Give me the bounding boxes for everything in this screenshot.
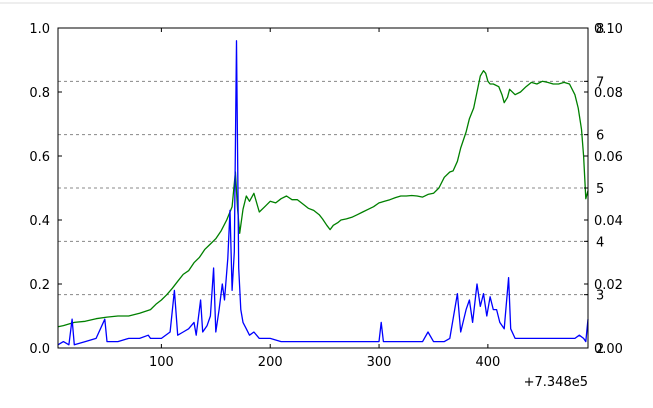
y-tick-label-right-2: 0.10 (594, 22, 623, 37)
y-tick-label-left: 0.6 (29, 150, 50, 165)
y-tick-label-right-1: 5 (596, 182, 604, 197)
x-offset-label: +7.348e5 (524, 375, 588, 390)
y-tick-label-right-1: 4 (596, 235, 604, 250)
y-tick-label-right-2: 0.04 (594, 214, 623, 229)
y-tick-label-right-1: 8 (596, 22, 604, 37)
series-line-1 (57, 70, 589, 328)
series-layer (57, 40, 589, 346)
y-tick-label-left: 0.0 (29, 342, 50, 357)
series-line-2 (57, 40, 589, 346)
x-tick-label: 400 (475, 355, 500, 370)
y-tick-label-right-2: 0.06 (594, 150, 623, 165)
y-tick-label-left: 1.0 (29, 22, 50, 37)
x-tick-label: 100 (149, 355, 174, 370)
grid (58, 80, 588, 296)
y-tick-label-right-1: 3 (596, 289, 604, 304)
y-tick-label-right-2: 0.02 (594, 278, 623, 293)
x-tick-label: 300 (367, 355, 392, 370)
x-tick-label: 200 (258, 355, 283, 370)
y-tick-label-right-2: 0.08 (594, 86, 623, 101)
y-tick-label-right-1: 6 (596, 129, 604, 144)
y-tick-label-left: 0.8 (29, 86, 50, 101)
tick-layer: 100 200 300 400 0.0 0.2 0.4 0.6 0.8 1.0 2 3 4 5 6 7 8 0.0… (29, 22, 623, 370)
y-tick-label-right-1: 2 (596, 342, 604, 357)
y-tick-label-left: 0.2 (29, 278, 50, 293)
y-tick-label-left: 0.4 (29, 214, 50, 229)
y-tick-label-right-1: 7 (596, 75, 604, 90)
y-tick-label-right-2: 0.00 (594, 342, 623, 357)
